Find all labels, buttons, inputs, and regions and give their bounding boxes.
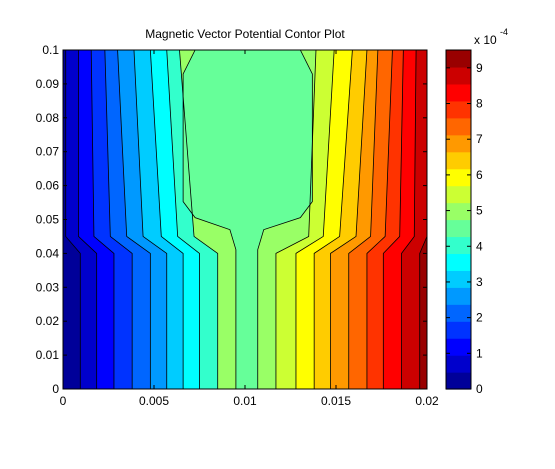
y-tick-label: 0.06 — [36, 179, 60, 193]
colorbar-tick-label: 9 — [476, 61, 483, 75]
colorbar-band — [446, 287, 471, 305]
x-tick-label: 0.015 — [321, 394, 351, 408]
x-tick-label: 0.005 — [139, 394, 169, 408]
colorbar-band — [446, 321, 471, 339]
colorbar-band — [446, 355, 471, 373]
colorbar-frame — [445, 49, 472, 390]
colorbar-tick-label: 5 — [476, 204, 483, 218]
x-tick-label: 0 — [60, 394, 67, 408]
colorbar-band — [446, 304, 471, 322]
colorbar-tick-label: 4 — [476, 239, 483, 253]
colorbar-tick-label: 3 — [476, 275, 483, 289]
x-tick-label: 0.02 — [415, 394, 439, 408]
chart-title: Magnetic Vector Potential Contor Plot — [145, 27, 345, 41]
colorbar-band — [446, 66, 471, 85]
colorbar-band — [446, 202, 471, 221]
colorbar-band — [446, 151, 471, 170]
colorbar-tick-label: 6 — [476, 168, 483, 182]
contour-line — [295, 49, 335, 389]
colorbar-tick-label: 7 — [476, 132, 483, 146]
colorbar-band — [446, 134, 471, 153]
colorbar-exponent: -4 — [500, 27, 508, 37]
colorbar-tick-label: 0 — [476, 382, 483, 396]
y-tick-label: 0.1 — [42, 43, 59, 57]
y-tick-label: 0.04 — [36, 246, 60, 260]
contour-line — [117, 49, 151, 389]
contour-line — [104, 49, 133, 389]
colorbar-band — [446, 50, 471, 68]
y-tick-label: 0.08 — [36, 111, 60, 125]
colorbar-band — [446, 83, 471, 102]
y-tick-label: 0.09 — [36, 77, 60, 91]
contour-line — [401, 49, 417, 389]
y-tick-label: 0.03 — [36, 280, 60, 294]
colorbar-multiplier: x 10 — [474, 33, 497, 47]
contour-line — [313, 49, 353, 389]
y-tick-label: 0 — [52, 382, 59, 396]
colorbar: 0 1 2 3 4 5 6 7 8 9 — [445, 49, 483, 396]
colorbar-band — [446, 100, 471, 119]
colorbar-band — [446, 236, 471, 254]
colorbar-band — [446, 338, 471, 356]
x-tick-label: 0.01 — [233, 394, 257, 408]
contour-line — [90, 49, 115, 389]
contour-line — [133, 49, 168, 389]
contour-line — [179, 49, 219, 389]
colorbar-band — [446, 168, 471, 187]
contour-line — [382, 49, 404, 389]
colorbar-band — [446, 372, 471, 390]
y-tick-label: 0.01 — [36, 348, 60, 362]
colorbar-tick-label: 8 — [476, 97, 483, 111]
contour-plot: 0 0.005 0.01 0.015 0.02 0 0.01 0.02 0.03 0.04 0.05… — [36, 43, 439, 408]
contour-line — [166, 49, 200, 389]
colorbar-band — [446, 253, 471, 271]
contour-central-region — [183, 50, 313, 389]
contour-line — [149, 49, 184, 389]
contour-line — [65, 50, 81, 389]
colorbar-tick-label: 1 — [476, 346, 483, 360]
contour-band — [63, 50, 81, 389]
y-tick-label: 0.07 — [36, 145, 60, 159]
colorbar-band — [446, 117, 471, 136]
colorbar-band — [446, 185, 471, 204]
colorbar-band — [446, 270, 471, 288]
contour-line — [330, 49, 368, 389]
colorbar-tick-label: 2 — [476, 311, 483, 325]
y-tick-label: 0.02 — [36, 314, 60, 328]
contour-line — [366, 49, 393, 389]
contour-line — [348, 49, 379, 389]
contour-line — [78, 50, 98, 389]
y-tick-label: 0.05 — [36, 213, 60, 227]
colorbar-band — [446, 219, 471, 238]
